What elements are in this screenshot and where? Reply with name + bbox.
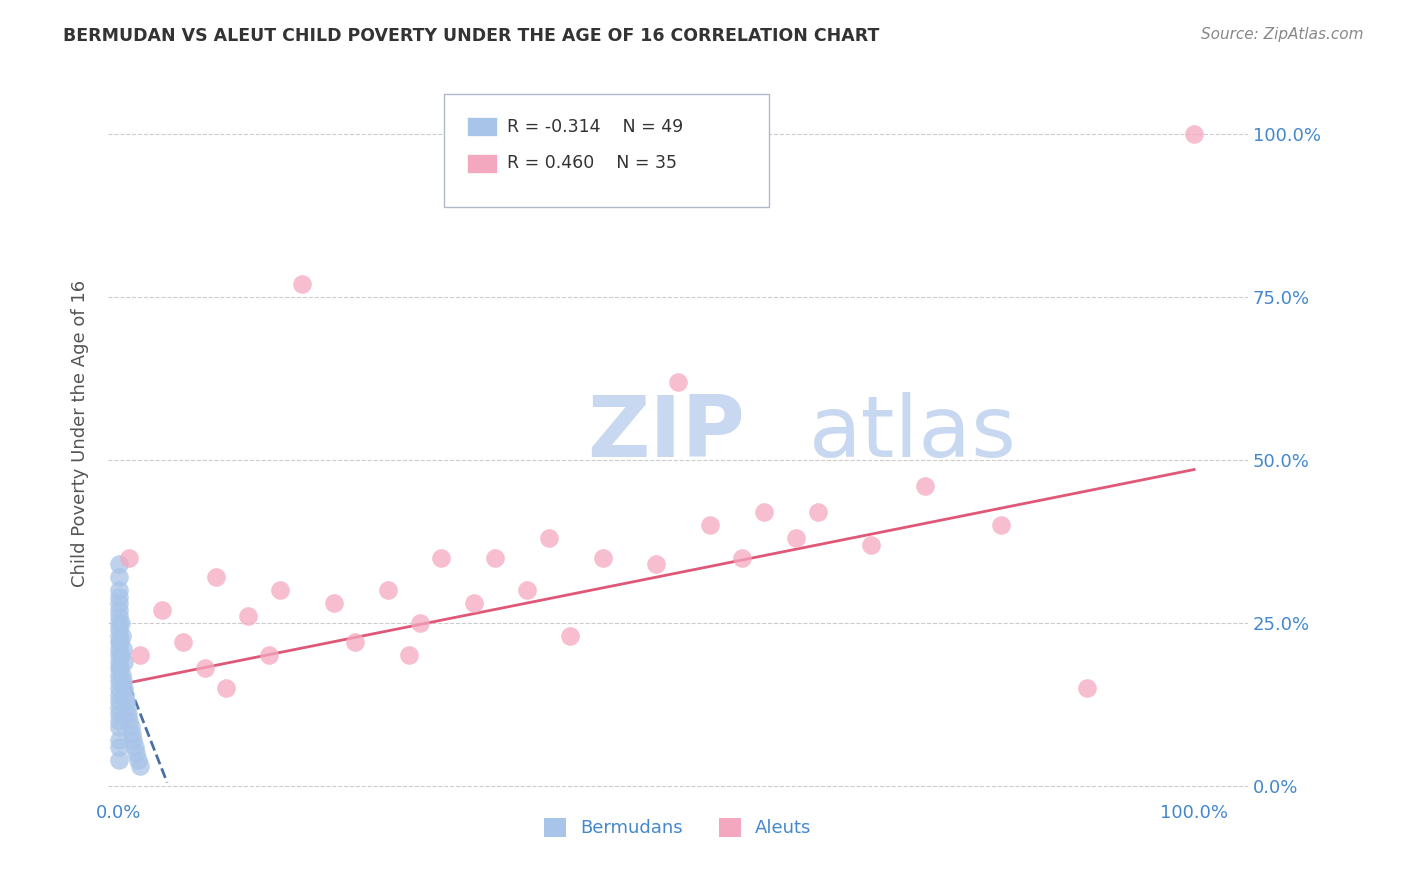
Point: [516, 583, 538, 598]
Point: [172, 635, 194, 649]
Point: [107, 622, 129, 636]
Point: [111, 629, 134, 643]
Point: [484, 550, 506, 565]
Point: [666, 375, 689, 389]
Point: [112, 641, 135, 656]
Point: [107, 714, 129, 728]
Point: [107, 648, 129, 663]
Point: [752, 505, 775, 519]
Point: [107, 603, 129, 617]
Point: [259, 648, 281, 663]
Point: [114, 688, 136, 702]
Point: [107, 596, 129, 610]
Point: [107, 661, 129, 675]
Point: [108, 661, 131, 675]
Point: [107, 739, 129, 754]
Point: [785, 531, 807, 545]
Point: [121, 726, 143, 740]
Point: [108, 635, 131, 649]
Y-axis label: Child Poverty Under the Age of 16: Child Poverty Under the Age of 16: [72, 280, 89, 587]
Point: [204, 570, 226, 584]
Text: atlas: atlas: [808, 392, 1017, 475]
Point: [107, 570, 129, 584]
Text: Source: ZipAtlas.com: Source: ZipAtlas.com: [1201, 27, 1364, 42]
Point: [560, 629, 582, 643]
Point: [121, 733, 143, 747]
Point: [1182, 127, 1205, 141]
Point: [290, 277, 312, 291]
Point: [118, 550, 141, 565]
Point: [112, 674, 135, 689]
Point: [914, 479, 936, 493]
Point: [215, 681, 238, 695]
Point: [127, 753, 149, 767]
Point: [110, 615, 132, 630]
Point: [107, 707, 129, 722]
Point: [398, 648, 420, 663]
Point: [117, 707, 139, 722]
Point: [112, 681, 135, 695]
Point: [107, 753, 129, 767]
Point: [125, 746, 148, 760]
Point: [699, 518, 721, 533]
Point: [107, 655, 129, 669]
Point: [537, 531, 560, 545]
Point: [107, 609, 129, 624]
Point: [463, 596, 485, 610]
Point: [124, 739, 146, 754]
Point: [107, 688, 129, 702]
Point: [344, 635, 367, 649]
Point: [107, 700, 129, 714]
Point: [194, 661, 217, 675]
Point: [807, 505, 830, 519]
Point: [111, 668, 134, 682]
Point: [107, 590, 129, 604]
Point: [269, 583, 291, 598]
Point: [112, 655, 135, 669]
Point: [731, 550, 754, 565]
Legend: Bermudans, Aleuts: Bermudans, Aleuts: [537, 811, 818, 845]
Point: [860, 537, 883, 551]
Point: [107, 668, 129, 682]
Text: R = -0.314    N = 49: R = -0.314 N = 49: [508, 118, 683, 136]
Point: [107, 674, 129, 689]
Point: [115, 694, 138, 708]
Point: [377, 583, 399, 598]
Point: [107, 694, 129, 708]
Point: [129, 648, 152, 663]
Point: [118, 714, 141, 728]
FancyBboxPatch shape: [467, 154, 496, 173]
Point: [236, 609, 259, 624]
Point: [107, 641, 129, 656]
FancyBboxPatch shape: [467, 118, 496, 136]
Point: [129, 759, 152, 773]
Point: [107, 615, 129, 630]
Point: [322, 596, 344, 610]
Text: R = 0.460    N = 35: R = 0.460 N = 35: [508, 154, 676, 172]
Text: BERMUDAN VS ALEUT CHILD POVERTY UNDER THE AGE OF 16 CORRELATION CHART: BERMUDAN VS ALEUT CHILD POVERTY UNDER TH…: [63, 27, 880, 45]
Text: ZIP: ZIP: [586, 392, 744, 475]
Point: [430, 550, 453, 565]
Point: [107, 681, 129, 695]
Point: [409, 615, 432, 630]
Point: [117, 700, 139, 714]
Point: [107, 629, 129, 643]
Point: [1076, 681, 1098, 695]
Point: [645, 557, 668, 571]
Point: [107, 635, 129, 649]
Point: [110, 648, 132, 663]
Point: [120, 720, 142, 734]
Point: [107, 583, 129, 598]
Point: [150, 603, 173, 617]
Point: [107, 733, 129, 747]
Point: [107, 720, 129, 734]
Point: [592, 550, 614, 565]
Point: [990, 518, 1012, 533]
Point: [107, 557, 129, 571]
FancyBboxPatch shape: [444, 94, 769, 207]
